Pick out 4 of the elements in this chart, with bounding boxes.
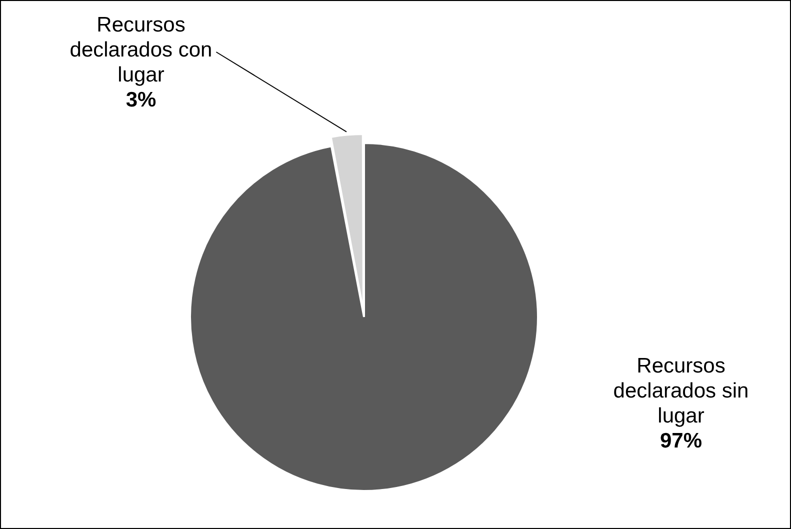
data-label: 97% xyxy=(660,429,702,452)
slice-label: Recursos declarados con lugar xyxy=(70,13,212,86)
slice-label: Recursos declarados sin lugar xyxy=(613,354,749,428)
data-label: 3% xyxy=(126,88,156,112)
